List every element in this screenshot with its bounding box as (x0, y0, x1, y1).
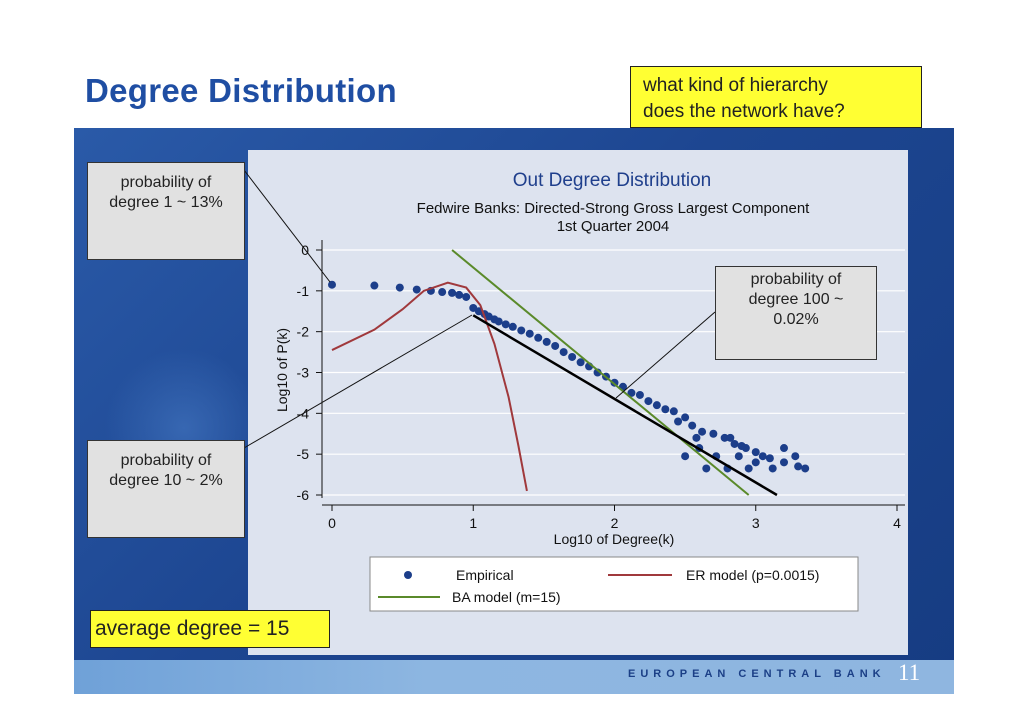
x-tick-label: 4 (893, 515, 901, 531)
empirical-point (568, 352, 577, 361)
x-tick-label: 2 (611, 515, 619, 531)
empirical-point (730, 439, 739, 448)
empirical-point (744, 464, 753, 473)
y-tick-label: -1 (297, 283, 310, 299)
empirical-point (751, 458, 760, 467)
question-line-1: what kind of hierarchy (643, 75, 828, 96)
chart-subtitle-1: Fedwire Banks: Directed-Strong Gross Lar… (417, 200, 811, 217)
empirical-point (525, 329, 534, 338)
y-tick-label: -2 (297, 324, 310, 340)
y-axis-label: Log10 of P(k) (274, 328, 290, 412)
chart-title: Out Degree Distribution (513, 170, 712, 191)
empirical-point (709, 429, 718, 438)
empirical-point (412, 285, 421, 294)
callout-degree-1-line2: degree 1 ~ 13% (109, 194, 223, 211)
empirical-point (395, 283, 404, 292)
empirical-point (780, 444, 788, 453)
slide-title: Degree Distribution (85, 72, 397, 109)
question-line-2: does the network have? (643, 101, 845, 122)
empirical-point (508, 322, 517, 331)
empirical-point (794, 462, 803, 471)
y-tick-label: -5 (297, 446, 310, 462)
empirical-point (559, 348, 568, 357)
legend-empirical-marker (404, 571, 412, 579)
callout-degree-1: probability of degree 1 ~ 13% (87, 162, 245, 260)
empirical-point (661, 405, 670, 414)
empirical-point (688, 421, 697, 430)
average-degree-box: average degree = 15 (90, 610, 330, 648)
empirical-point (328, 280, 336, 289)
callout-degree-100-line2: degree 100 ~ (748, 291, 844, 308)
empirical-point (751, 448, 760, 457)
empirical-point (627, 388, 636, 397)
er-model-line (331, 281, 528, 492)
x-axis-label: Log10 of Degree(k) (554, 531, 675, 547)
empirical-point (681, 413, 690, 422)
empirical-point (737, 442, 746, 450)
legend-ba-label: BA model (m=15) (452, 589, 561, 605)
empirical-point (692, 433, 701, 442)
empirical-point (734, 452, 743, 461)
empirical-point (726, 433, 735, 442)
empirical-point (780, 458, 788, 467)
empirical-point (438, 288, 447, 297)
empirical-point (576, 358, 585, 367)
callout-degree-10-line2: degree 10 ~ 2% (109, 472, 223, 489)
empirical-point (801, 464, 810, 473)
empirical-point (791, 452, 800, 461)
empirical-point (644, 397, 653, 406)
callout-degree-10-line1: probability of (120, 452, 212, 469)
empirical-point (674, 417, 683, 426)
connector-deg10 (243, 314, 473, 449)
y-tick-label: -3 (297, 365, 310, 381)
empirical-point (501, 320, 510, 329)
chart-subtitle-2: 1st Quarter 2004 (557, 218, 670, 235)
callout-degree-100-line3: 0.02% (773, 311, 819, 328)
empirical-point (768, 464, 777, 473)
empirical-point (758, 452, 767, 461)
empirical-fit-line (472, 314, 778, 497)
callout-degree-100-line1: probability of (750, 271, 842, 288)
empirical-point (681, 452, 690, 461)
x-tick-label: 3 (752, 515, 760, 531)
empirical-point (698, 427, 707, 436)
legend-box (369, 556, 859, 612)
empirical-point (455, 290, 464, 299)
callout-degree-10: probability of degree 10 ~ 2% (87, 440, 245, 538)
legend-er-label: ER model (p=0.0015) (686, 567, 819, 583)
callout-degree-1-line1: probability of (120, 174, 212, 191)
x-tick-label: 0 (328, 515, 336, 531)
empirical-point (462, 292, 471, 301)
empirical-point (370, 281, 379, 290)
legend-empirical-label: Empirical (456, 567, 514, 583)
empirical-point (542, 337, 551, 346)
empirical-point (517, 326, 526, 335)
empirical-point (702, 464, 711, 473)
connector-deg1 (243, 169, 331, 283)
empirical-point (652, 401, 661, 410)
empirical-point (720, 433, 729, 442)
ba-model-line (451, 249, 750, 496)
connector-deg100 (615, 311, 716, 399)
ecb-brand: EUROPEAN CENTRAL BANK (628, 668, 886, 680)
question-box: what kind of hierarchy does the network … (630, 66, 922, 128)
x-tick-label: 1 (469, 515, 477, 531)
empirical-point (635, 390, 644, 399)
empirical-point (448, 288, 457, 297)
empirical-point (669, 407, 678, 416)
callout-degree-100: probability of degree 100 ~ 0.02% (715, 266, 877, 360)
page-number: 11 (898, 660, 921, 685)
footer-bar (74, 660, 954, 694)
empirical-point (534, 333, 543, 342)
y-tick-label: -6 (297, 487, 310, 503)
empirical-point (494, 317, 503, 326)
empirical-point (551, 341, 560, 350)
empirical-point (593, 368, 602, 377)
empirical-point (765, 454, 774, 463)
